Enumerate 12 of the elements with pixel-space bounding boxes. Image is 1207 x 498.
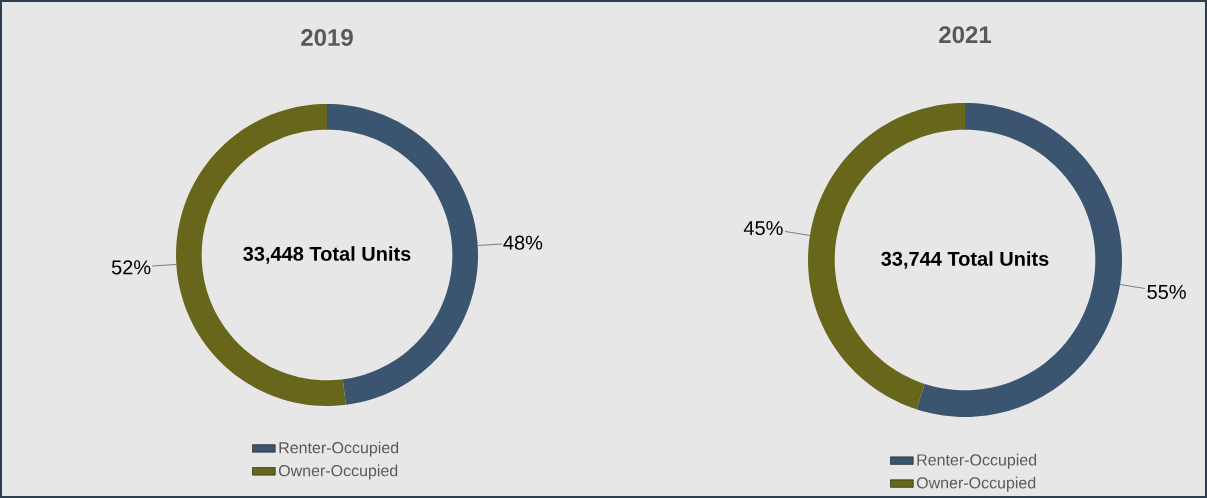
data-label: 48% bbox=[503, 235, 543, 250]
legend-label: Renter-Occupied bbox=[279, 441, 399, 457]
data-label: 45% bbox=[743, 221, 783, 236]
legend-label: Owner-Occupied bbox=[916, 476, 1036, 492]
chart-title: 2019 bbox=[301, 28, 353, 46]
legend-label: Renter-Occupied bbox=[917, 453, 1037, 469]
chart-title: 2021 bbox=[939, 26, 992, 44]
text: 33,448 Total Units bbox=[243, 246, 411, 264]
data-label: 52% bbox=[111, 260, 151, 275]
data-label: 55% bbox=[1147, 284, 1186, 299]
text: 33,744 Total Units bbox=[881, 251, 1049, 269]
legend-label: Owner-Occupied bbox=[278, 464, 398, 480]
